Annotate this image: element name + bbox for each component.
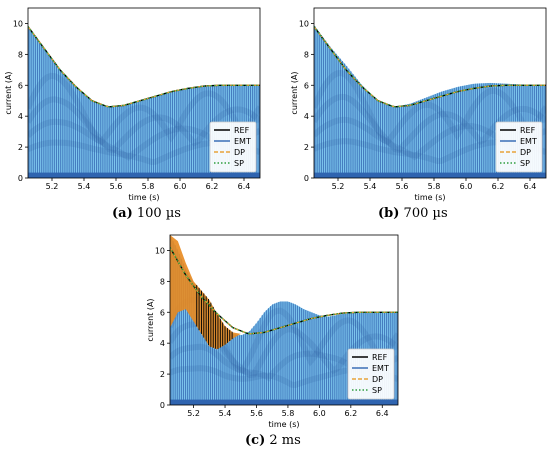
- legend-box: [495, 121, 543, 173]
- legend-label-ref: REF: [234, 126, 250, 135]
- emt-baseline: [28, 172, 260, 178]
- y-tick-label: 6: [18, 81, 23, 90]
- series-line-dp: [170, 247, 398, 335]
- legend-label-dp: DP: [234, 148, 245, 157]
- y-axis-label: current (A): [4, 71, 13, 114]
- y-tick-label: 10: [155, 246, 165, 255]
- legend-label-emt: EMT: [520, 137, 537, 146]
- y-tick-label: 4: [18, 112, 23, 121]
- emt-arc: [28, 72, 260, 146]
- chart-2-group: 5.2 5.4 5.6 5.8 6.0 6.2 6.4 0 2 4 6 8 10 time (s) curr…: [146, 234, 399, 429]
- caption-c: (c) 2 ms: [245, 433, 301, 448]
- x-tick-label: 5.8: [428, 182, 441, 191]
- x-tick-label: 5.2: [332, 182, 345, 191]
- y-tick-label: 6: [304, 81, 309, 90]
- series-line-sp: [28, 26, 260, 108]
- series-line-dp: [314, 26, 546, 108]
- emt-arc: [314, 69, 546, 146]
- x-axis-label: time (s): [128, 193, 159, 202]
- x-tick-label: 5.8: [282, 409, 295, 418]
- caption-c-letter: (c): [245, 433, 266, 448]
- series-line-dp: [28, 26, 260, 108]
- legend-label-ref: REF: [520, 126, 536, 135]
- legend-label-sp: SP: [520, 159, 530, 168]
- y-axis-label: current (A): [146, 298, 155, 341]
- x-tick-label: 5.4: [78, 182, 91, 191]
- legend-label-sp: SP: [372, 386, 382, 395]
- axes-frame: [169, 234, 399, 406]
- emt-baseline: [314, 172, 546, 178]
- y-tick-label: 8: [304, 50, 309, 59]
- y-tick-label: 4: [160, 339, 165, 348]
- x-tick-label: 5.6: [396, 182, 409, 191]
- legend-label-sp: SP: [234, 159, 244, 168]
- x-tick-label: 6.4: [376, 409, 389, 418]
- y-tick-label: 2: [160, 370, 165, 379]
- y-tick-label: 10: [13, 19, 23, 28]
- chart-0-group: 5.2 5.4 5.6 5.8 6.0 6.2 6.4 0 2 4 6 8 10 time (s) curr…: [4, 7, 261, 202]
- y-tick-label: 8: [18, 50, 23, 59]
- emt-baseline: [170, 399, 398, 405]
- y-tick-label: 6: [160, 308, 165, 317]
- x-tick-label: 5.2: [187, 409, 200, 418]
- series-line-sp: [314, 26, 546, 108]
- axes-frame: [313, 7, 547, 179]
- caption-c-text: 2 ms: [269, 433, 301, 448]
- y-tick-label: 8: [160, 277, 165, 286]
- y-tick-label: 10: [299, 19, 309, 28]
- legend-label-emt: EMT: [372, 364, 389, 373]
- y-tick-label: 2: [304, 143, 309, 152]
- caption-a-text: 100 µs: [136, 206, 181, 221]
- legend-label-dp: DP: [520, 148, 531, 157]
- legend-label-dp: DP: [372, 375, 383, 384]
- x-tick-label: 5.4: [219, 409, 232, 418]
- y-tick-label: 0: [304, 174, 309, 183]
- legend-label-ref: REF: [372, 353, 388, 362]
- y-tick-label: 0: [18, 174, 23, 183]
- legend-label-emt: EMT: [234, 137, 251, 146]
- caption-b: (b) 700 µs: [378, 206, 448, 221]
- x-axis-label: time (s): [268, 420, 299, 429]
- x-tick-label: 5.8: [142, 182, 155, 191]
- x-tick-label: 5.6: [250, 409, 263, 418]
- emt-arc: [314, 93, 546, 154]
- x-tick-label: 6.0: [460, 182, 473, 191]
- x-axis-label: time (s): [414, 193, 445, 202]
- x-tick-label: 5.2: [46, 182, 59, 191]
- x-tick-label: 6.0: [313, 409, 326, 418]
- legend-box: [209, 121, 257, 173]
- caption-b-letter: (b): [378, 206, 400, 221]
- chart-1-group: 5.2 5.4 5.6 5.8 6.0 6.2 6.4 0 2 4 6 8 10 time (s) curr…: [290, 7, 547, 202]
- y-axis-label: current (A): [290, 71, 299, 114]
- y-tick-label: 4: [304, 112, 309, 121]
- emt-arc: [28, 96, 260, 154]
- caption-a: (a) 100 µs: [112, 206, 181, 221]
- x-tick-label: 6.2: [344, 409, 357, 418]
- x-tick-label: 6.2: [492, 182, 505, 191]
- y-tick-label: 2: [18, 143, 23, 152]
- caption-a-letter: (a): [112, 206, 133, 221]
- x-tick-label: 6.4: [238, 182, 251, 191]
- x-tick-label: 5.6: [110, 182, 123, 191]
- dp-transient-band: [170, 235, 241, 350]
- axes-frame: [27, 7, 261, 179]
- x-tick-label: 5.4: [364, 182, 377, 191]
- x-tick-label: 6.2: [206, 182, 219, 191]
- x-tick-label: 6.0: [174, 182, 187, 191]
- plot-area-1: [314, 25, 546, 178]
- x-tick-label: 6.4: [524, 182, 537, 191]
- legend-box: [347, 348, 395, 400]
- y-tick-label: 0: [160, 401, 165, 410]
- caption-b-text: 700 µs: [403, 206, 448, 221]
